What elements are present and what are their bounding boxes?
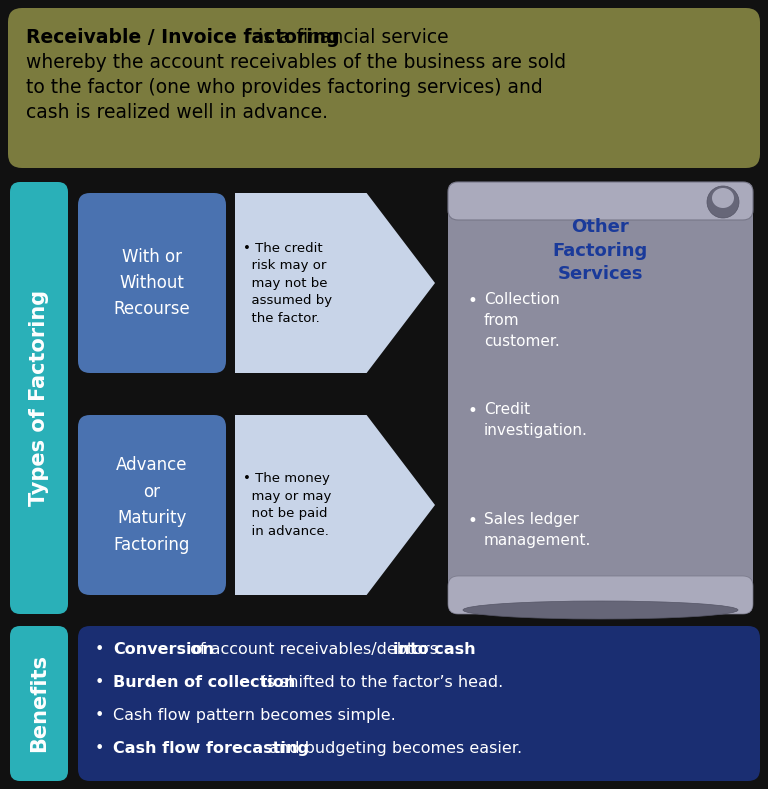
- Ellipse shape: [712, 188, 734, 208]
- Text: •: •: [95, 741, 104, 756]
- Text: • The credit
  risk may or
  may not be
  assumed by
  the factor.: • The credit risk may or may not be assu…: [243, 241, 332, 324]
- Text: •: •: [95, 675, 104, 690]
- Ellipse shape: [707, 186, 739, 218]
- Text: Sales ledger
management.: Sales ledger management.: [484, 512, 591, 548]
- Text: Cash flow forecasting: Cash flow forecasting: [113, 741, 309, 756]
- Polygon shape: [235, 193, 435, 373]
- Text: Conversion: Conversion: [113, 642, 214, 657]
- Text: •: •: [468, 292, 478, 310]
- FancyBboxPatch shape: [8, 8, 760, 168]
- FancyBboxPatch shape: [78, 415, 226, 595]
- FancyBboxPatch shape: [78, 626, 760, 781]
- Text: of account receivables/debtors: of account receivables/debtors: [185, 642, 443, 657]
- FancyBboxPatch shape: [10, 182, 68, 614]
- Ellipse shape: [463, 601, 738, 619]
- Text: • The money
  may or may
  not be paid
  in advance.: • The money may or may not be paid in ad…: [243, 473, 331, 538]
- Text: cash is realized well in advance.: cash is realized well in advance.: [26, 103, 328, 122]
- Text: •: •: [95, 642, 104, 657]
- Text: With or
Without
Recourse: With or Without Recourse: [114, 248, 190, 319]
- Text: Credit
investigation.: Credit investigation.: [484, 402, 588, 438]
- Text: Cash flow pattern becomes simple.: Cash flow pattern becomes simple.: [113, 708, 396, 723]
- FancyBboxPatch shape: [78, 193, 226, 373]
- Text: into cash: into cash: [393, 642, 475, 657]
- FancyBboxPatch shape: [448, 576, 753, 614]
- Text: Collection
from
customer.: Collection from customer.: [484, 292, 560, 349]
- FancyBboxPatch shape: [10, 626, 68, 781]
- Text: Types of Factoring: Types of Factoring: [29, 290, 49, 506]
- Text: Receivable / Invoice factoring: Receivable / Invoice factoring: [26, 28, 339, 47]
- FancyBboxPatch shape: [448, 182, 753, 220]
- Text: Benefits: Benefits: [29, 655, 49, 753]
- Text: Other
Factoring
Services: Other Factoring Services: [553, 218, 648, 283]
- Text: •: •: [468, 402, 478, 420]
- Text: Burden of collection: Burden of collection: [113, 675, 296, 690]
- Text: Advance
or
Maturity
Factoring: Advance or Maturity Factoring: [114, 456, 190, 554]
- Text: is a financial service: is a financial service: [253, 28, 449, 47]
- Text: •: •: [95, 708, 104, 723]
- Text: whereby the account receivables of the business are sold: whereby the account receivables of the b…: [26, 53, 566, 72]
- Polygon shape: [235, 415, 435, 595]
- Text: •: •: [468, 512, 478, 530]
- Text: and budgeting becomes easier.: and budgeting becomes easier.: [264, 741, 522, 756]
- FancyBboxPatch shape: [448, 182, 753, 614]
- Text: is shifted to the factor’s head.: is shifted to the factor’s head.: [257, 675, 503, 690]
- Text: to the factor (one who provides factoring services) and: to the factor (one who provides factorin…: [26, 78, 543, 97]
- Text: .: .: [458, 642, 463, 657]
